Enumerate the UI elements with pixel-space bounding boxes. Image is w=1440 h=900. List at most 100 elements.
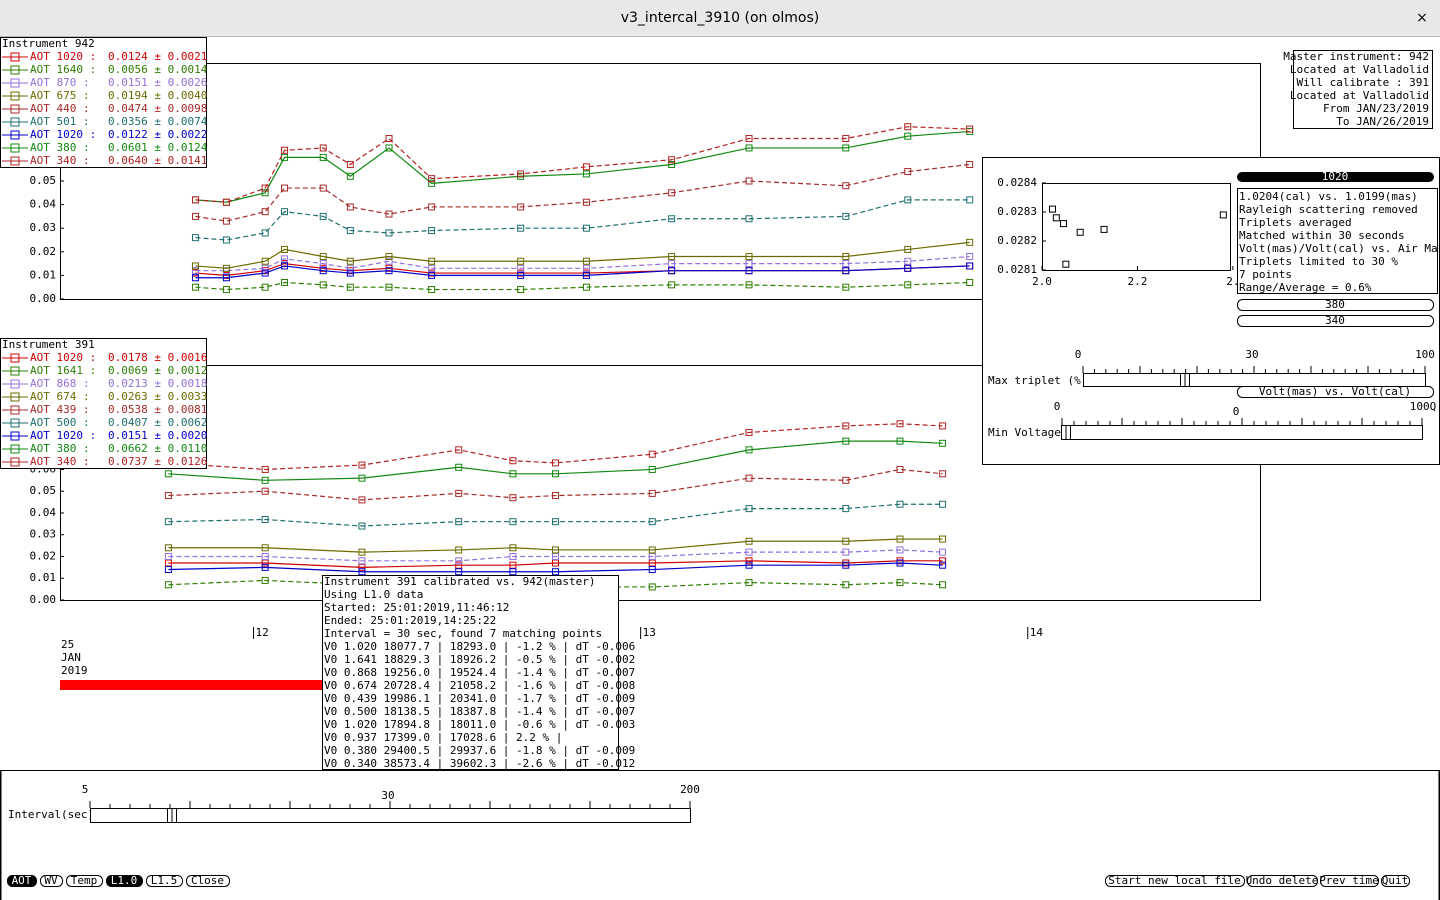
- data-point: [261, 184, 269, 192]
- data-point: [191, 196, 199, 204]
- data-point: [346, 172, 354, 180]
- legend-value: 0.0056 ± 0.0014: [108, 63, 208, 76]
- button-label[interactable]: WV: [44, 874, 58, 887]
- data-point: [261, 208, 269, 216]
- slider-track[interactable]: [1062, 425, 1423, 440]
- slider-track[interactable]: [1083, 373, 1426, 387]
- data-point: [261, 559, 269, 567]
- data-point: [455, 557, 463, 565]
- button[interactable]: [1381, 875, 1410, 887]
- data-point: [842, 212, 850, 220]
- data-point: [939, 561, 947, 569]
- legend-value: 0.0122 ± 0.0022: [108, 128, 207, 141]
- series-line: [168, 440, 943, 481]
- data-point: [648, 465, 656, 473]
- inset-frame: [1042, 183, 1231, 271]
- button-label[interactable]: Close: [191, 874, 224, 887]
- data-point: [261, 515, 269, 523]
- data-point: [582, 170, 590, 178]
- data-point: [517, 257, 525, 265]
- data-point: [842, 267, 850, 275]
- data-point: [648, 552, 656, 560]
- button-label[interactable]: Quit: [1382, 874, 1409, 887]
- legend-name: AOT 674 :: [30, 390, 90, 403]
- data-point: [346, 283, 354, 291]
- data-point: [191, 274, 199, 282]
- x-tick-label: 13: [643, 626, 656, 639]
- button[interactable]: [146, 875, 183, 887]
- data-point: [668, 215, 676, 223]
- info-line: Located at Valladolid: [1290, 63, 1429, 76]
- slider-track[interactable]: [90, 808, 691, 823]
- data-point: [668, 253, 676, 261]
- data-point: [648, 518, 656, 526]
- button-label[interactable]: Prev time: [1319, 874, 1379, 887]
- legend-marker: [10, 379, 20, 389]
- info-line: Will calibrate : 391: [1297, 76, 1429, 89]
- data-point: [455, 568, 463, 576]
- edge-right: [1438, 770, 1440, 900]
- data-point: [428, 257, 436, 265]
- button[interactable]: [1105, 875, 1245, 887]
- data-point: [319, 212, 327, 220]
- popup-line: Instrument 391 calibrated vs. 942(master…: [324, 575, 596, 588]
- legend-value: 0.0407 ± 0.0062: [108, 416, 207, 429]
- y-tick-label: 0.00: [30, 593, 57, 606]
- data-point: [966, 278, 974, 286]
- button-label[interactable]: Undo delete: [1246, 874, 1319, 887]
- legend-marker: [10, 52, 20, 62]
- button-label[interactable]: Temp: [71, 874, 98, 887]
- button-label[interactable]: L1.0: [111, 874, 138, 887]
- button[interactable]: [1247, 875, 1318, 887]
- data-point: [648, 546, 656, 554]
- popup-line: V0 1.020 17894.8 | 18011.0 | -0.6 % | dT…: [324, 718, 635, 731]
- data-point: [509, 470, 517, 478]
- data-point: [842, 561, 850, 569]
- data-point: [842, 135, 850, 143]
- button-label[interactable]: Start new local file: [1108, 874, 1240, 887]
- legend-value: 0.0069 ± 0.0012: [108, 364, 207, 377]
- button[interactable]: [1320, 875, 1379, 887]
- y-tick-label: 0.02: [30, 549, 57, 562]
- series-line: [195, 199, 970, 241]
- button-label[interactable]: AOT: [12, 874, 32, 887]
- popup-line: V0 0.937 17399.0 | 17028.6 | 2.2 % |: [324, 731, 562, 744]
- button[interactable]: [66, 875, 103, 887]
- info-line: Located at Valladolid: [1290, 89, 1429, 102]
- y-tick-label: 0.04: [30, 198, 57, 211]
- data-point: [745, 177, 753, 185]
- slider-label: Max triplet (%): [988, 374, 1087, 387]
- data-point: [455, 518, 463, 526]
- button[interactable]: [7, 875, 37, 887]
- channel-button[interactable]: [1237, 299, 1434, 311]
- channel-button[interactable]: [1237, 315, 1434, 327]
- close-window[interactable]: ×: [1416, 10, 1428, 26]
- button[interactable]: [106, 875, 143, 887]
- date-label: 25: [61, 638, 74, 651]
- data-point: [842, 422, 850, 430]
- popup-line: Interval = 30 sec, found 7 matching poin…: [324, 627, 602, 640]
- info-line: To JAN/26/2019: [1336, 115, 1429, 128]
- slider-tick-label: 100: [1415, 348, 1435, 361]
- y-tick-label: 0.03: [30, 528, 57, 541]
- selected-channel-label[interactable]: 1020: [1322, 170, 1349, 183]
- button-label[interactable]: L1.5: [151, 874, 178, 887]
- data-point: [745, 548, 753, 556]
- channel-button-label[interactable]: 380: [1325, 298, 1345, 311]
- data-point: [745, 144, 753, 152]
- data-point: [939, 470, 947, 478]
- legend-marker: [10, 65, 20, 75]
- slider-tick-label: 0: [1075, 348, 1082, 361]
- mode-button-label[interactable]: Volt(mas) vs. Volt(cal): [1259, 385, 1411, 398]
- data-point: [896, 535, 904, 543]
- data-point: [842, 260, 850, 268]
- button[interactable]: [186, 875, 230, 887]
- data-point: [745, 537, 753, 545]
- channel-button-label[interactable]: 340: [1325, 314, 1345, 327]
- legend-marker: [10, 117, 20, 127]
- data-point: [668, 160, 676, 168]
- scatter-point: [1076, 228, 1084, 236]
- data-point: [668, 281, 676, 289]
- button[interactable]: [40, 875, 63, 887]
